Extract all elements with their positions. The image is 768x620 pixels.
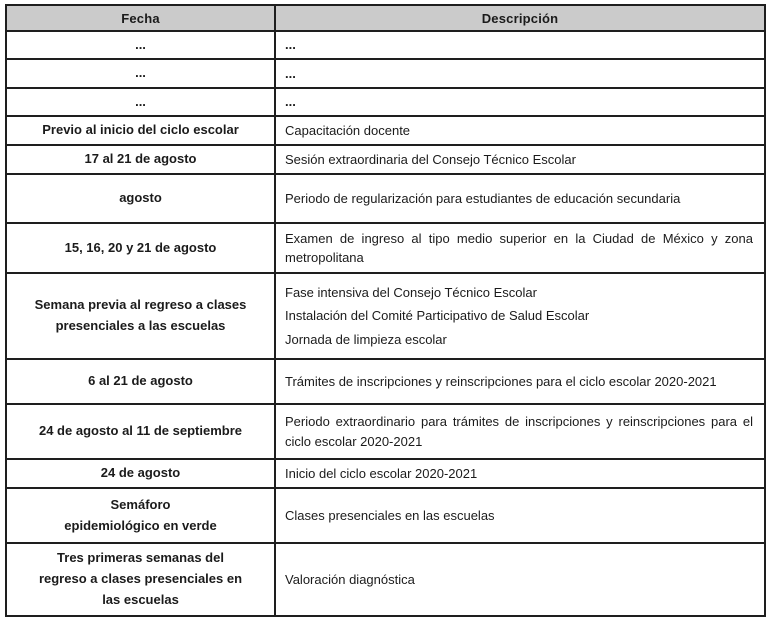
descripcion-cell: Periodo extraordinario para trámites de … [274,403,766,460]
table-row: 6 al 21 de agosto Trámites de inscripcio… [5,358,766,405]
descripcion-cell: ... [274,87,766,117]
fecha-cell: ... [5,87,276,117]
descripcion-line: Fase intensiva del Consejo Técnico Escol… [285,285,537,301]
fecha-line: presenciales a las escuelas [55,318,226,333]
fecha-line: Semáforo [110,496,171,512]
fecha-line: Semana previa al regreso a clases [34,297,247,313]
fecha-cell: 15, 16, 20 y 21 de agosto [5,222,276,274]
table-row: agosto Periodo de regularización para es… [5,173,766,224]
descripcion-column-header: Descripción [274,4,766,32]
fecha-line: las escuelas [102,591,179,607]
descripcion-cell: ... [274,30,766,60]
descripcion-cell: Capacitación docente [274,115,766,146]
fecha-cell: 24 de agosto al 11 de septiembre [5,403,276,460]
descripcion-line: Jornada de limpieza escolar [285,331,447,347]
fecha-cell: 6 al 21 de agosto [5,358,276,405]
fecha-cell: Previo al inicio del ciclo escolar [5,115,276,146]
table-row: Tres primeras semanas del regreso a clas… [5,542,766,617]
table-row: ... ... [5,58,766,89]
fecha-cell: Tres primeras semanas del regreso a clas… [5,542,276,617]
fecha-cell: 24 de agosto [5,458,276,489]
descripcion-cell: Fase intensiva del Consejo Técnico Escol… [274,272,766,360]
fecha-line: epidemiológico en verde [64,517,217,533]
fecha-cell: Semana previa al regreso a clases presen… [5,272,276,360]
fecha-column-header: Fecha [5,4,276,32]
descripcion-cell: Periodo de regularización para estudiant… [274,173,766,224]
fecha-cell: Semáforo epidemiológico en verde [5,487,276,544]
fecha-cell: 17 al 21 de agosto [5,144,276,175]
table-header-row: Fecha Descripción [5,4,766,32]
table-row: Semana previa al regreso a clases presen… [5,272,766,360]
school-calendar-table: Fecha Descripción ... ... ... ... ... ..… [5,4,766,617]
table-row: Semáforo epidemiológico en verde Clases … [5,487,766,544]
table-row: Previo al inicio del ciclo escolar Capac… [5,115,766,146]
fecha-cell: ... [5,30,276,60]
descripcion-cell: Examen de ingreso al tipo medio superior… [274,222,766,274]
fecha-cell: ... [5,58,276,89]
descripcion-cell: Clases presenciales en las escuelas [274,487,766,544]
descripcion-cell: Trámites de inscripciones y reinscripcio… [274,358,766,405]
descripcion-cell: Valoración diagnóstica [274,542,766,617]
descripcion-cell: Sesión extraordinaria del Consejo Técnic… [274,144,766,175]
fecha-cell: agosto [5,173,276,224]
table-row: ... ... [5,87,766,117]
table-row: ... ... [5,30,766,60]
table-row: 17 al 21 de agosto Sesión extraordinaria… [5,144,766,175]
descripcion-cell: ... [274,58,766,89]
table-row: 24 de agosto Inicio del ciclo escolar 20… [5,458,766,489]
fecha-line: regreso a clases presenciales en [38,571,243,587]
fecha-line: Tres primeras semanas del [57,550,224,566]
descripcion-cell: Inicio del ciclo escolar 2020-2021 [274,458,766,489]
table-row: 24 de agosto al 11 de septiembre Periodo… [5,403,766,460]
descripcion-line: Instalación del Comité Participativo de … [285,308,590,324]
table-row: 15, 16, 20 y 21 de agosto Examen de ingr… [5,222,766,274]
